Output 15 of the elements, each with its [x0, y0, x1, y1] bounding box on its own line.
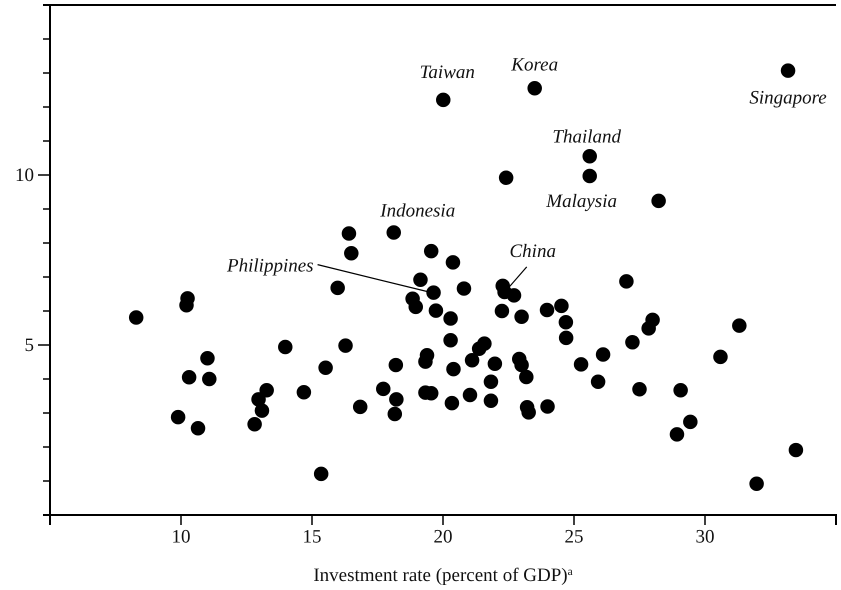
annotation: Taiwan [420, 62, 475, 83]
annotation: Indonesia [379, 200, 456, 222]
x-axis-title: Investment rate (percent of GDP)$^{a}$ [313, 565, 573, 586]
annotation: Malaysia [545, 190, 617, 212]
annotation: Thailand [552, 126, 622, 148]
annotation: Philippines [226, 256, 314, 277]
x-tick-label: 30 [696, 526, 714, 548]
x-tick-label: 20 [434, 526, 452, 548]
annotation: China [510, 240, 556, 262]
annotation: Korea [510, 54, 558, 76]
x-tick-label: 25 [564, 526, 584, 548]
annotation: Singapore [749, 88, 827, 109]
x-tick-label: 15 [302, 526, 322, 548]
x-tick-label: 10 [172, 526, 190, 548]
y-tick-label: 5 [24, 335, 34, 356]
